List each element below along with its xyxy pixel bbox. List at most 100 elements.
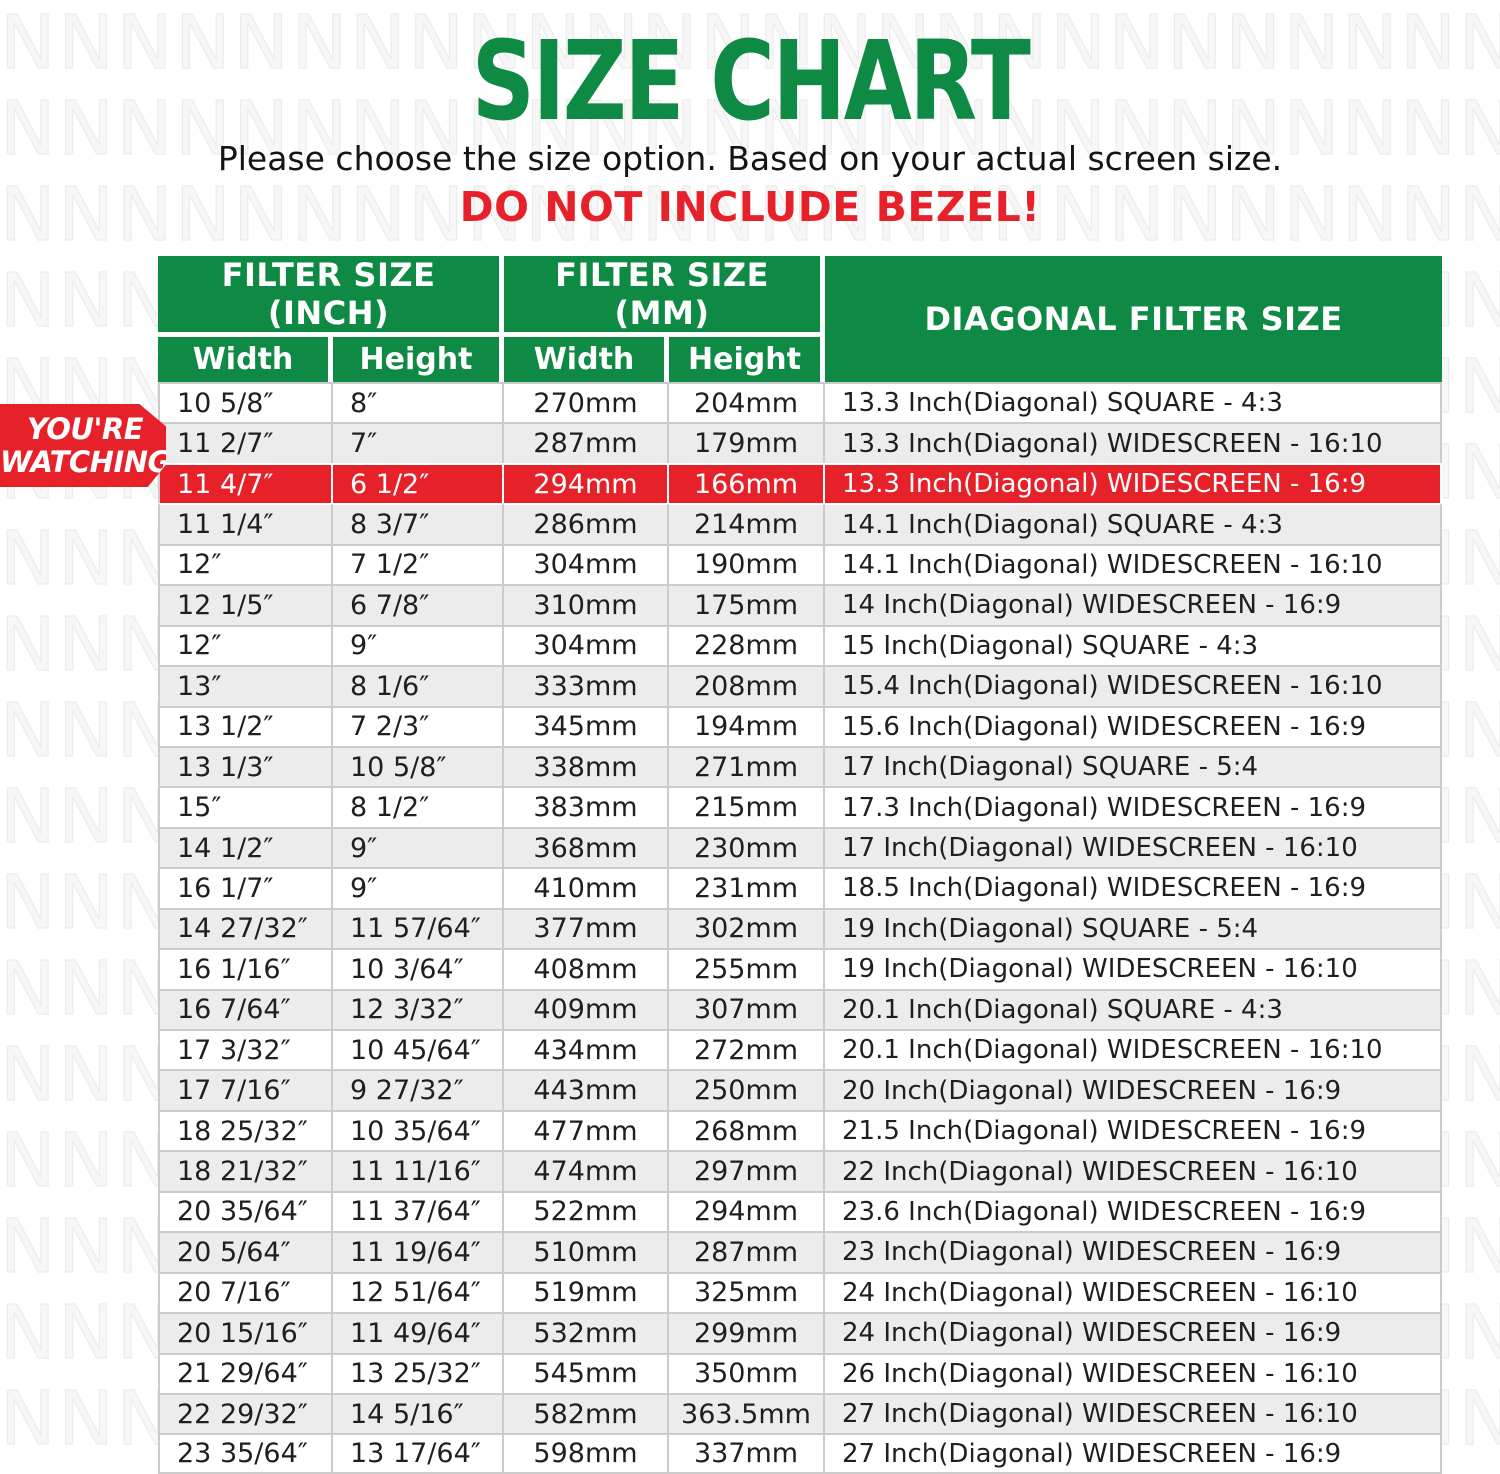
- cell-mm-height: 231mm: [669, 867, 826, 908]
- cell-mm-width: 532mm: [504, 1312, 669, 1353]
- cell-inch-width: 12 1/5″: [158, 584, 333, 625]
- table-row: 11 2/7″ 7″ 287mm 179mm 13.3 Inch(Diagonal) W…: [158, 422, 1443, 463]
- badge-line-2: WATCHING: [0, 444, 171, 479]
- table-header: FILTER SIZE (INCH) FILTER SIZE (MM) DIAG…: [158, 256, 1443, 382]
- cell-diagonal: 17.3 Inch(Diagonal) WIDESCREEN - 16:9: [825, 786, 1443, 827]
- cell-inch-height: 10 35/64″: [333, 1109, 504, 1151]
- cell-mm-width: 294mm: [504, 462, 669, 504]
- cell-inch-width: 17 3/32″: [158, 1029, 333, 1070]
- table-row: 13 1/3″ 10 5/8″ 338mm 271mm 17 Inch(Diagonal…: [158, 745, 1443, 787]
- column-group-filter-size-mm: FILTER SIZE (MM): [504, 256, 826, 337]
- column-group-diagonal-filter-size: DIAGONAL FILTER SIZE: [825, 256, 1443, 382]
- table-row: 20 7/16″ 12 51/64″ 519mm 325mm 24 Inch(Diago…: [158, 1271, 1443, 1313]
- cell-diagonal: 22 Inch(Diagonal) WIDESCREEN - 16:10: [825, 1150, 1443, 1191]
- cell-mm-height: 215mm: [669, 786, 826, 827]
- table-row: 11 1/4″ 8 3/7″ 286mm 214mm 14.1 Inch(Diagona…: [158, 503, 1443, 544]
- cell-inch-height: 11 57/64″: [333, 907, 504, 949]
- table-row: 16 1/7″ 9″ 410mm 231mm 18.5 Inch(Diagonal) W…: [158, 867, 1443, 908]
- cell-mm-height: 287mm: [669, 1231, 826, 1272]
- cell-diagonal: 13.3 Inch(Diagonal) WIDESCREEN - 16:10: [825, 422, 1443, 463]
- bezel-warning-text: DO NOT INCLUDE BEZEL!: [459, 183, 1041, 231]
- cell-mm-height: 230mm: [669, 826, 826, 868]
- cell-diagonal: 14.1 Inch(Diagonal) WIDESCREEN - 16:10: [825, 543, 1443, 585]
- table-row: 16 1/16″ 10 3/64″ 408mm 255mm 19 Inch(Diagon…: [158, 948, 1443, 989]
- cell-inch-width: 20 15/16″: [158, 1312, 333, 1353]
- cell-mm-height: 228mm: [669, 624, 826, 666]
- cell-inch-height: 8 1/2″: [333, 786, 504, 827]
- cell-mm-height: 272mm: [669, 1029, 826, 1070]
- cell-diagonal: 19 Inch(Diagonal) WIDESCREEN - 16:10: [825, 948, 1443, 989]
- cell-diagonal: 14.1 Inch(Diagonal) SQUARE - 4:3: [825, 503, 1443, 544]
- cell-inch-width: 21 29/64″: [158, 1352, 333, 1393]
- cell-inch-height: 8 3/7″: [333, 503, 504, 544]
- cell-inch-height: 6 7/8″: [333, 584, 504, 625]
- cell-mm-height: 214mm: [669, 503, 826, 544]
- cell-mm-width: 598mm: [504, 1433, 669, 1474]
- table-row: 20 5/64″ 11 19/64″ 510mm 287mm 23 Inch(Diago…: [158, 1231, 1443, 1272]
- cell-inch-height: 11 19/64″: [333, 1231, 504, 1272]
- cell-mm-height: 179mm: [669, 422, 826, 463]
- cell-inch-height: 8 1/6″: [333, 665, 504, 706]
- cell-diagonal: 20.1 Inch(Diagonal) WIDESCREEN - 16:10: [825, 1029, 1443, 1070]
- cell-inch-width: 23 35/64″: [158, 1433, 333, 1474]
- subheader-mm-height: Height: [669, 337, 826, 382]
- cell-inch-height: 11 49/64″: [333, 1312, 504, 1353]
- cell-mm-height: 350mm: [669, 1352, 826, 1393]
- cell-inch-height: 7 2/3″: [333, 705, 504, 746]
- cell-inch-height: 7 1/2″: [333, 543, 504, 585]
- cell-inch-width: 18 21/32″: [158, 1150, 333, 1191]
- subtitle-text: Please choose the size option. Based on …: [217, 139, 1283, 178]
- cell-inch-width: 10 5/8″: [158, 382, 333, 423]
- cell-diagonal: 15.4 Inch(Diagonal) WIDESCREEN - 16:10: [825, 665, 1443, 706]
- table-row: 12 1/5″ 6 7/8″ 310mm 175mm 14 Inch(Diagonal)…: [158, 584, 1443, 625]
- cell-diagonal: 19 Inch(Diagonal) SQUARE - 5:4: [825, 907, 1443, 949]
- cell-inch-width: 13 1/3″: [158, 745, 333, 787]
- cell-inch-height: 10 45/64″: [333, 1029, 504, 1070]
- cell-mm-width: 510mm: [504, 1231, 669, 1272]
- cell-diagonal: 13.3 Inch(Diagonal) WIDESCREEN - 16:9: [825, 462, 1443, 504]
- cell-diagonal: 27 Inch(Diagonal) WIDESCREEN - 16:9: [825, 1433, 1443, 1474]
- cell-mm-width: 545mm: [504, 1352, 669, 1393]
- cell-mm-width: 377mm: [504, 907, 669, 949]
- table-row: 18 25/32″ 10 35/64″ 477mm 268mm 21.5 Inch(Di…: [158, 1109, 1443, 1151]
- cell-inch-height: 9″: [333, 867, 504, 908]
- cell-mm-width: 434mm: [504, 1029, 669, 1070]
- cell-diagonal: 13.3 Inch(Diagonal) SQUARE - 4:3: [825, 382, 1443, 423]
- cell-mm-width: 522mm: [504, 1190, 669, 1232]
- cell-mm-height: 208mm: [669, 665, 826, 706]
- table-row: 23 35/64″ 13 17/64″ 598mm 337mm 27 Inch(Diag…: [158, 1433, 1443, 1474]
- cell-inch-width: 13 1/2″: [158, 705, 333, 746]
- cell-inch-height: 13 25/32″: [333, 1352, 504, 1393]
- cell-mm-width: 310mm: [504, 584, 669, 625]
- cell-mm-height: 204mm: [669, 382, 826, 423]
- table-row: 17 7/16″ 9 27/32″ 443mm 250mm 20 Inch(Diagon…: [158, 1069, 1443, 1110]
- subheader-inch-width: Width: [158, 337, 333, 382]
- cell-diagonal: 24 Inch(Diagonal) WIDESCREEN - 16:9: [825, 1312, 1443, 1353]
- cell-inch-height: 10 3/64″: [333, 948, 504, 989]
- cell-mm-height: 297mm: [669, 1150, 826, 1191]
- cell-mm-height: 175mm: [669, 584, 826, 625]
- table-row: 13″ 8 1/6″ 333mm 208mm 15.4 Inch(Diagonal) W…: [158, 665, 1443, 706]
- cell-diagonal: 20 Inch(Diagonal) WIDESCREEN - 16:9: [825, 1069, 1443, 1110]
- cell-inch-height: 12 3/32″: [333, 988, 504, 1029]
- cell-inch-height: 11 11/16″: [333, 1150, 504, 1191]
- cell-inch-width: 12″: [158, 624, 333, 666]
- table-row: 12″ 9″ 304mm 228mm 15 Inch(Diagonal) SQUARE …: [158, 624, 1443, 666]
- table-row: 17 3/32″ 10 45/64″ 434mm 272mm 20.1 Inch(Dia…: [158, 1029, 1443, 1070]
- table-row: 15″ 8 1/2″ 383mm 215mm 17.3 Inch(Diagonal) W…: [158, 786, 1443, 827]
- cell-inch-width: 13″: [158, 665, 333, 706]
- cell-diagonal: 20.1 Inch(Diagonal) SQUARE - 4:3: [825, 988, 1443, 1029]
- cell-mm-width: 270mm: [504, 382, 669, 423]
- cell-mm-height: 271mm: [669, 745, 826, 787]
- subheader-mm-width: Width: [504, 337, 669, 382]
- cell-mm-height: 250mm: [669, 1069, 826, 1110]
- cell-mm-width: 410mm: [504, 867, 669, 908]
- cell-inch-width: 14 1/2″: [158, 826, 333, 868]
- cell-inch-height: 12 51/64″: [333, 1271, 504, 1313]
- cell-mm-width: 474mm: [504, 1150, 669, 1191]
- cell-mm-width: 368mm: [504, 826, 669, 868]
- cell-inch-height: 7″: [333, 422, 504, 463]
- cell-mm-width: 383mm: [504, 786, 669, 827]
- size-chart-table: FILTER SIZE (INCH) FILTER SIZE (MM) DIAG…: [158, 256, 1443, 1474]
